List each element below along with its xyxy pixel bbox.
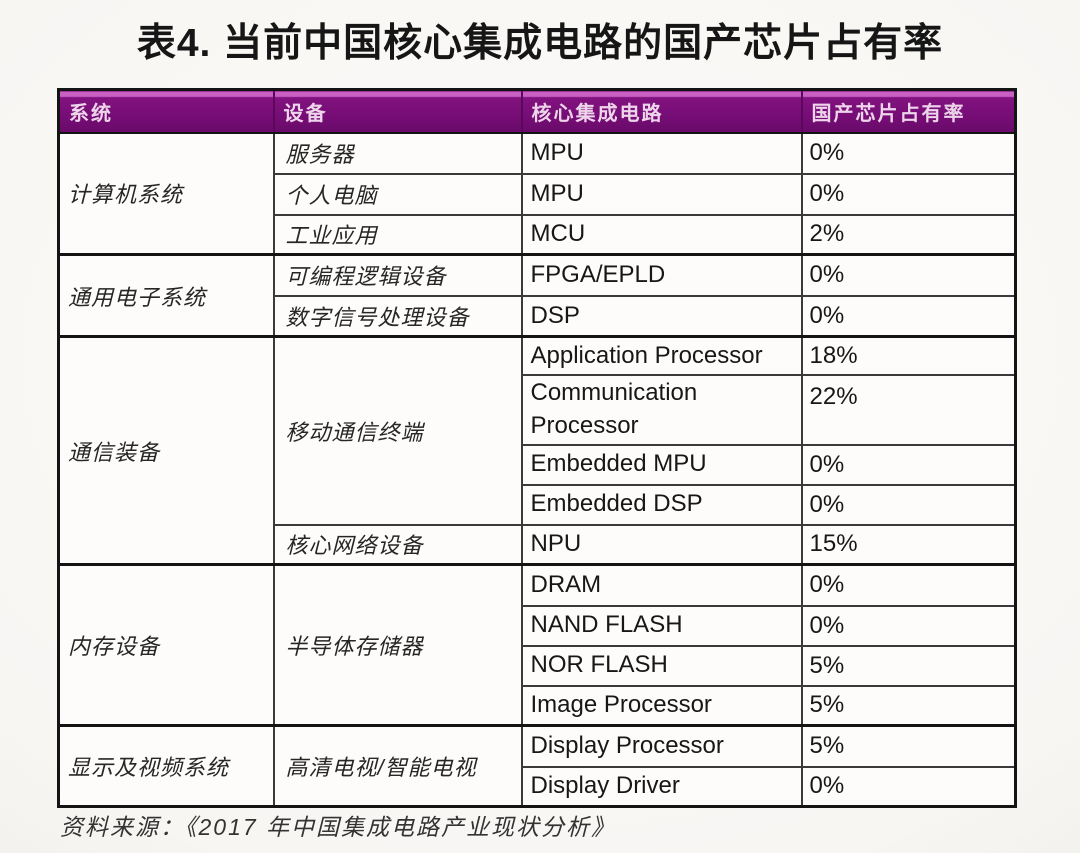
system-cell: 通信装备 (57, 335, 275, 566)
circuit-cell: DRAM (520, 563, 803, 607)
table-row: 通信装备 移动通信终端 Application Processor 18% (57, 335, 1017, 566)
share-cell: 0% (800, 563, 1017, 607)
col-header-circuit: 核心集成电路 (520, 89, 802, 134)
share-cell: 22% (800, 373, 1017, 446)
circuit-cell: NPU (520, 523, 803, 566)
circuit-cell: Image Processor (520, 684, 803, 727)
circuit-cell: Application Processor (520, 335, 803, 376)
share-cell: 0% (800, 604, 1017, 647)
device-cell: 个人电脑 (272, 172, 523, 216)
circuit-cell: MPU (520, 131, 803, 175)
circuit-cell: FPGA/EPLD (520, 253, 803, 297)
share-cell: 0% (800, 131, 1017, 175)
circuit-cell: Communication Processor (520, 373, 803, 446)
table-row: Communication Processor 22% (59, 373, 1017, 446)
source-note: 资料来源：《2017 年中国集成电路产业现状分析》 (60, 814, 617, 840)
share-cell: 0% (800, 443, 1017, 486)
share-cell: 0% (800, 294, 1017, 338)
device-cell: 半导体存储器 (272, 563, 523, 727)
circuit-cell: MCU (520, 213, 803, 256)
circuit-cell: Display Processor (520, 724, 803, 768)
col-header-share: 国产芯片占有率 (800, 89, 1016, 134)
system-cell: 内存设备 (57, 563, 275, 727)
table-row: Embedded DSP 0% (59, 483, 1017, 526)
market-share-table: 系统 设备 核心集成电路 国产芯片占有率 计算机系统 服务器 MPU 0% 个人… (57, 88, 1017, 808)
system-cell: 显示及视频系统 (57, 724, 275, 808)
circuit-cell: NOR FLASH (520, 644, 803, 687)
table-row: 计算机系统 服务器 MPU 0% (57, 131, 1017, 256)
table-row: 个人电脑 MPU 0% (59, 172, 1017, 216)
circuit-cell: Embedded DSP (520, 483, 803, 526)
page-title: 表4. 当前中国核心集成电路的国产芯片占有率 (136, 22, 944, 65)
table-row: NAND FLASH 0% (59, 604, 1017, 647)
table-row: 通用电子系统 可编程逻辑设备 FPGA/EPLD 0% (57, 253, 1017, 338)
device-cell: 工业应用 (272, 213, 523, 256)
circuit-cell: Embedded MPU (520, 443, 803, 486)
circuit-cell: MPU (520, 172, 803, 216)
device-cell: 移动通信终端 (272, 335, 523, 526)
share-cell: 0% (800, 765, 1017, 808)
device-cell: 数字信号处理设备 (272, 294, 523, 338)
system-cell: 计算机系统 (57, 131, 275, 256)
share-cell: 5% (800, 684, 1017, 727)
share-cell: 5% (800, 724, 1017, 768)
share-cell: 5% (800, 644, 1017, 687)
circuit-cell: DSP (520, 294, 803, 338)
header-row: 系统 设备 核心集成电路 国产芯片占有率 (58, 89, 1016, 134)
share-cell: 18% (800, 335, 1017, 376)
system-cell: 通用电子系统 (57, 253, 275, 338)
table-row: Display Driver 0% (59, 765, 1017, 808)
circuit-cell: NAND FLASH (520, 604, 803, 647)
table-row: 核心网络设备 NPU 15% (59, 523, 1017, 566)
table-row: NOR FLASH 5% (59, 644, 1017, 687)
circuit-cell: Display Driver (520, 765, 803, 808)
share-cell: 0% (800, 483, 1017, 526)
col-header-device: 设备 (272, 89, 522, 134)
device-cell: 服务器 (272, 131, 523, 175)
col-header-system: 系统 (58, 89, 274, 134)
share-cell: 15% (800, 523, 1017, 566)
device-cell: 可编程逻辑设备 (272, 253, 523, 297)
table-row: 数字信号处理设备 DSP 0% (59, 294, 1017, 338)
table-row: 内存设备 半导体存储器 DRAM 0% (57, 563, 1017, 727)
share-cell: 0% (800, 172, 1017, 216)
device-cell: 高清电视/智能电视 (272, 724, 523, 808)
device-cell: 核心网络设备 (272, 523, 523, 566)
table-row: 工业应用 MCU 2% (59, 213, 1017, 256)
table-row: Embedded MPU 0% (59, 443, 1017, 486)
table-row: 显示及视频系统 高清电视/智能电视 Display Processor 5% (57, 724, 1017, 808)
table-row: Image Processor 5% (59, 684, 1017, 727)
share-cell: 0% (800, 253, 1017, 297)
share-cell: 2% (800, 213, 1017, 256)
